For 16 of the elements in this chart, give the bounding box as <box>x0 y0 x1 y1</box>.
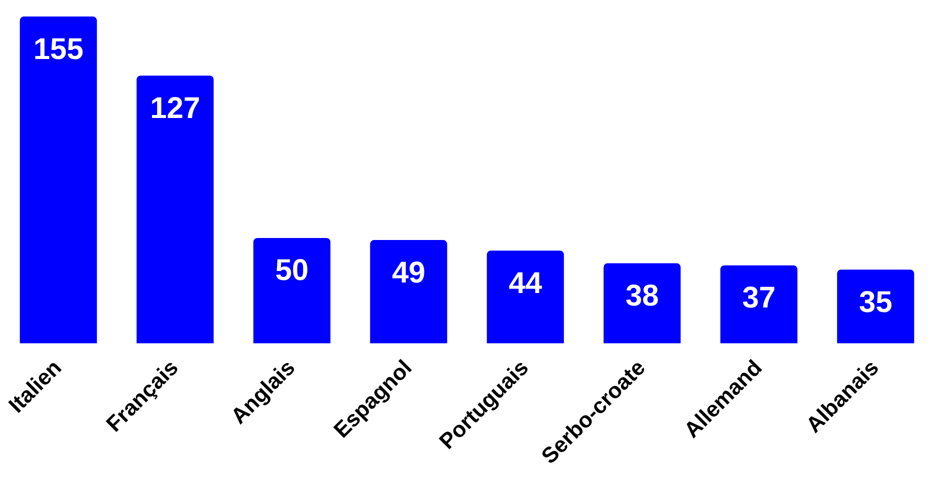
data-label: 44 <box>508 266 542 300</box>
bar <box>20 16 97 344</box>
data-label: 38 <box>625 280 659 313</box>
data-label: 155 <box>33 32 84 66</box>
bar <box>253 238 330 344</box>
data-label: 35 <box>858 286 892 319</box>
data-label: 37 <box>742 282 776 315</box>
data-label: 127 <box>150 92 200 125</box>
bar <box>720 265 798 344</box>
data-label: 50 <box>275 254 309 288</box>
bar <box>837 270 914 344</box>
bar <box>486 250 564 344</box>
bar <box>136 76 214 344</box>
bar <box>604 263 681 344</box>
bar <box>370 240 448 344</box>
data-label: 49 <box>392 256 426 290</box>
